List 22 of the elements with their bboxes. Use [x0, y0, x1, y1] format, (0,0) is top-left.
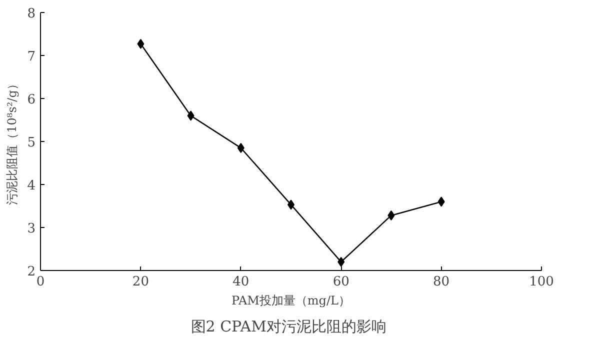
point: [338, 256, 345, 267]
y-tick-label: 3: [27, 222, 36, 236]
x-tick-label: 60: [332, 274, 350, 290]
point: [187, 110, 194, 121]
point: [438, 196, 445, 207]
x-tick-label: 0: [36, 274, 45, 290]
text: 图2 CPAM对污泥比阻的影响: [190, 318, 386, 336]
x-tick-label: 100: [529, 274, 554, 290]
y-tick-label: 5: [27, 136, 36, 150]
x-tick-label: 20: [132, 274, 149, 290]
y-tick-label: 8: [27, 6, 36, 22]
point: [237, 142, 244, 153]
y-tick-label: 7: [27, 50, 36, 64]
x-tick-label: 80: [433, 274, 450, 290]
y-tick-label: 4: [27, 178, 36, 194]
y-tick-label: 2: [27, 264, 36, 280]
point: [388, 210, 395, 220]
x-tick-label: 40: [232, 274, 250, 290]
y-axis-title: 污泥比阻值（10⁸s²/g）: [5, 78, 20, 205]
y-tick-label: 6: [27, 92, 36, 108]
x-axis-title: PAM投加量（mg/L）: [232, 294, 350, 308]
point: [137, 38, 144, 49]
